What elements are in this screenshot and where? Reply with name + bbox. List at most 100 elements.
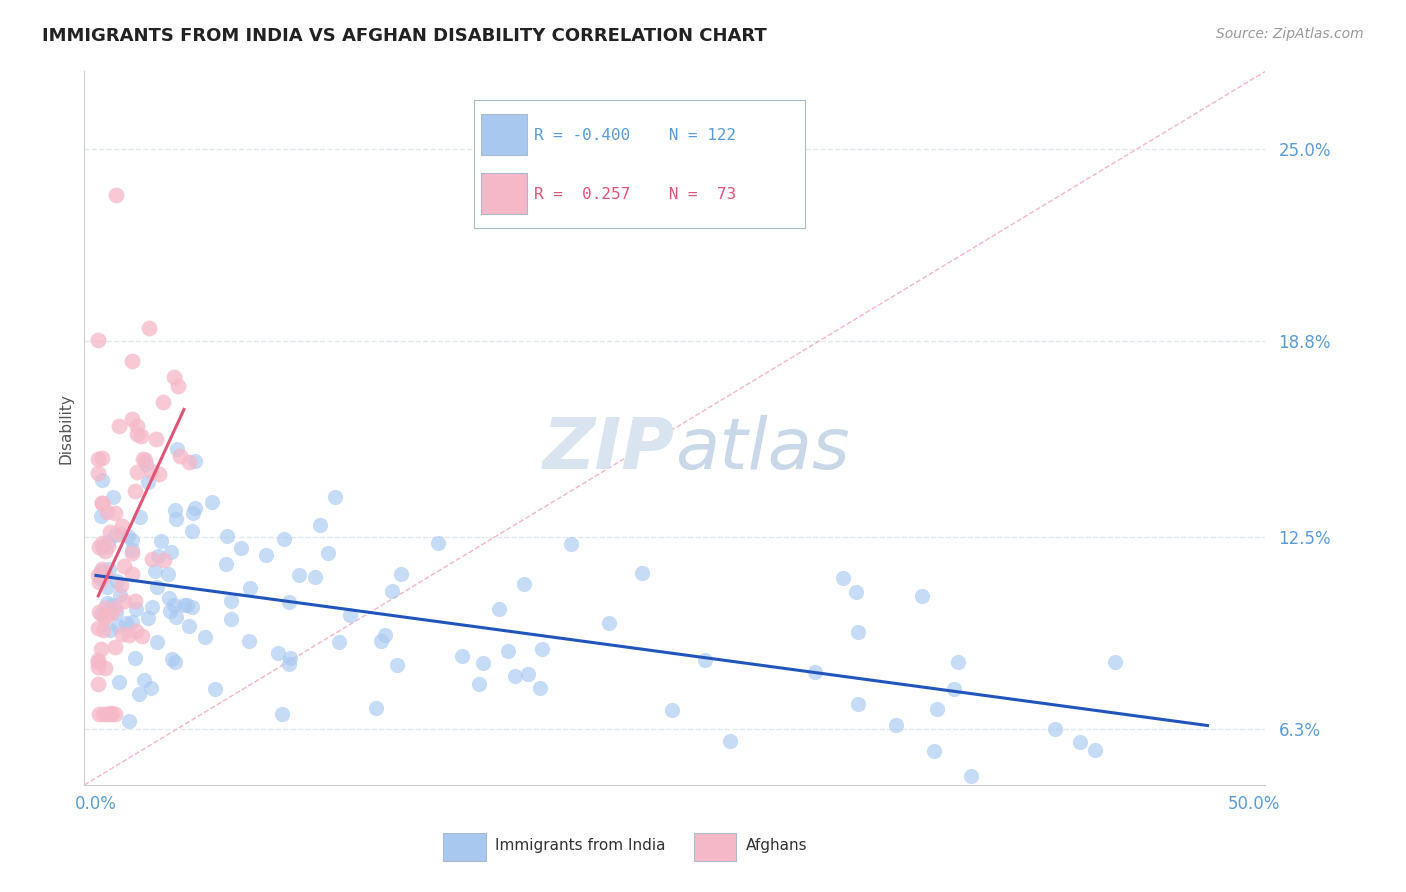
Point (121, 353, 143, 368)
Point (121, 412, 143, 426)
Point (98, 562, 121, 576)
Point (159, 604, 181, 618)
Point (121, 615, 143, 629)
Point (267, 646, 290, 660)
Point (181, 506, 204, 520)
Point (87, 467, 110, 481)
Point (529, 681, 551, 695)
Point (695, 653, 717, 667)
Point (91, 495, 114, 509)
Point (103, 706, 125, 721)
Point (98, 524, 121, 539)
Point (911, 589, 934, 603)
Point (125, 602, 148, 616)
Point (89, 706, 111, 721)
Point (131, 629, 153, 643)
Point (103, 490, 125, 504)
Point (141, 552, 163, 566)
Point (488, 602, 510, 616)
Point (157, 591, 180, 605)
Point (105, 574, 128, 588)
Point (117, 529, 139, 543)
Point (176, 598, 198, 612)
Point (166, 379, 188, 393)
Point (959, 769, 981, 783)
Point (124, 650, 146, 665)
Text: atlas: atlas (675, 415, 849, 484)
Point (239, 582, 262, 596)
Point (389, 567, 412, 582)
Point (91, 706, 114, 721)
Point (103, 601, 125, 615)
Point (943, 681, 966, 696)
Point (93, 661, 115, 675)
Point (229, 541, 252, 556)
Point (183, 500, 205, 515)
Point (503, 669, 526, 683)
Point (96, 580, 118, 594)
Point (89, 605, 111, 619)
Point (100, 607, 122, 621)
Point (117, 628, 139, 642)
Point (146, 635, 169, 649)
Point (271, 706, 294, 721)
Point (96, 596, 118, 610)
Point (661, 703, 683, 717)
Point (100, 598, 122, 612)
Point (98, 623, 121, 637)
Point (194, 630, 217, 644)
Point (318, 546, 340, 560)
Point (87, 621, 110, 635)
Point (451, 648, 474, 663)
Point (108, 588, 131, 602)
Point (135, 457, 157, 471)
Point (221, 612, 243, 626)
Point (124, 484, 146, 499)
Point (472, 656, 495, 670)
Point (134, 673, 156, 687)
Point (128, 687, 150, 701)
Point (103, 506, 125, 520)
Point (87, 451, 110, 466)
Point (125, 426, 148, 441)
Point (124, 593, 146, 607)
Point (374, 628, 396, 642)
Point (1069, 735, 1091, 749)
Point (560, 537, 582, 551)
Point (87, 660, 110, 674)
Point (108, 526, 131, 541)
Point (121, 546, 143, 560)
Point (148, 467, 170, 481)
Point (468, 676, 491, 690)
Point (129, 429, 152, 443)
Point (90, 450, 112, 465)
Point (512, 577, 534, 591)
Point (111, 627, 134, 641)
Point (87, 575, 110, 590)
Point (139, 681, 162, 695)
Point (90, 641, 112, 656)
Point (90, 562, 112, 576)
Point (138, 321, 160, 335)
Point (87, 653, 110, 667)
Point (87, 333, 110, 347)
Point (339, 607, 361, 622)
Point (107, 419, 129, 434)
Y-axis label: Disability: Disability (58, 392, 73, 464)
Point (121, 543, 143, 558)
Point (138, 611, 160, 625)
Point (385, 658, 408, 673)
Point (238, 634, 260, 648)
Point (91, 566, 114, 580)
Point (105, 606, 128, 620)
Point (104, 188, 127, 202)
Point (112, 594, 135, 608)
Point (160, 545, 183, 559)
Text: ZIP: ZIP (543, 415, 675, 484)
Point (160, 651, 183, 665)
Point (370, 633, 392, 648)
Point (173, 598, 195, 612)
Point (90, 564, 112, 578)
Point (179, 619, 201, 633)
Point (166, 442, 188, 456)
